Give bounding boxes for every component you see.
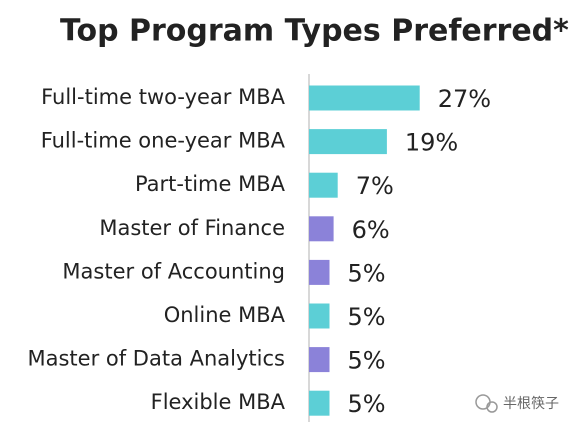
value-label: 6%: [352, 216, 390, 244]
category-label: Full-time one-year MBA: [41, 129, 286, 153]
category-label: Master of Data Analytics: [28, 347, 286, 371]
bar: [309, 129, 387, 155]
bar: [309, 259, 330, 285]
bar: [309, 172, 338, 198]
watermark: 半根筷子: [503, 395, 559, 412]
value-label: 7%: [356, 172, 394, 200]
category-label: Master of Finance: [99, 216, 285, 240]
category-label: Part-time MBA: [135, 172, 286, 196]
bar: [309, 216, 334, 242]
chart-title: Top Program Types Preferred*: [60, 14, 569, 49]
value-label: 27%: [438, 85, 491, 113]
category-label: Full-time two-year MBA: [41, 85, 286, 109]
bar: [309, 85, 420, 111]
bar: [309, 390, 330, 416]
bar: [309, 303, 330, 329]
watermark-icon: [475, 394, 498, 413]
category-label: Online MBA: [164, 303, 286, 327]
category-label: Flexible MBA: [151, 390, 286, 414]
bar: [309, 347, 330, 373]
value-label: 5%: [348, 303, 386, 331]
value-label: 19%: [405, 129, 458, 157]
value-label: 5%: [348, 259, 386, 287]
value-label: 5%: [348, 390, 386, 418]
category-label: Master of Accounting: [62, 259, 285, 283]
value-label: 5%: [348, 347, 386, 375]
